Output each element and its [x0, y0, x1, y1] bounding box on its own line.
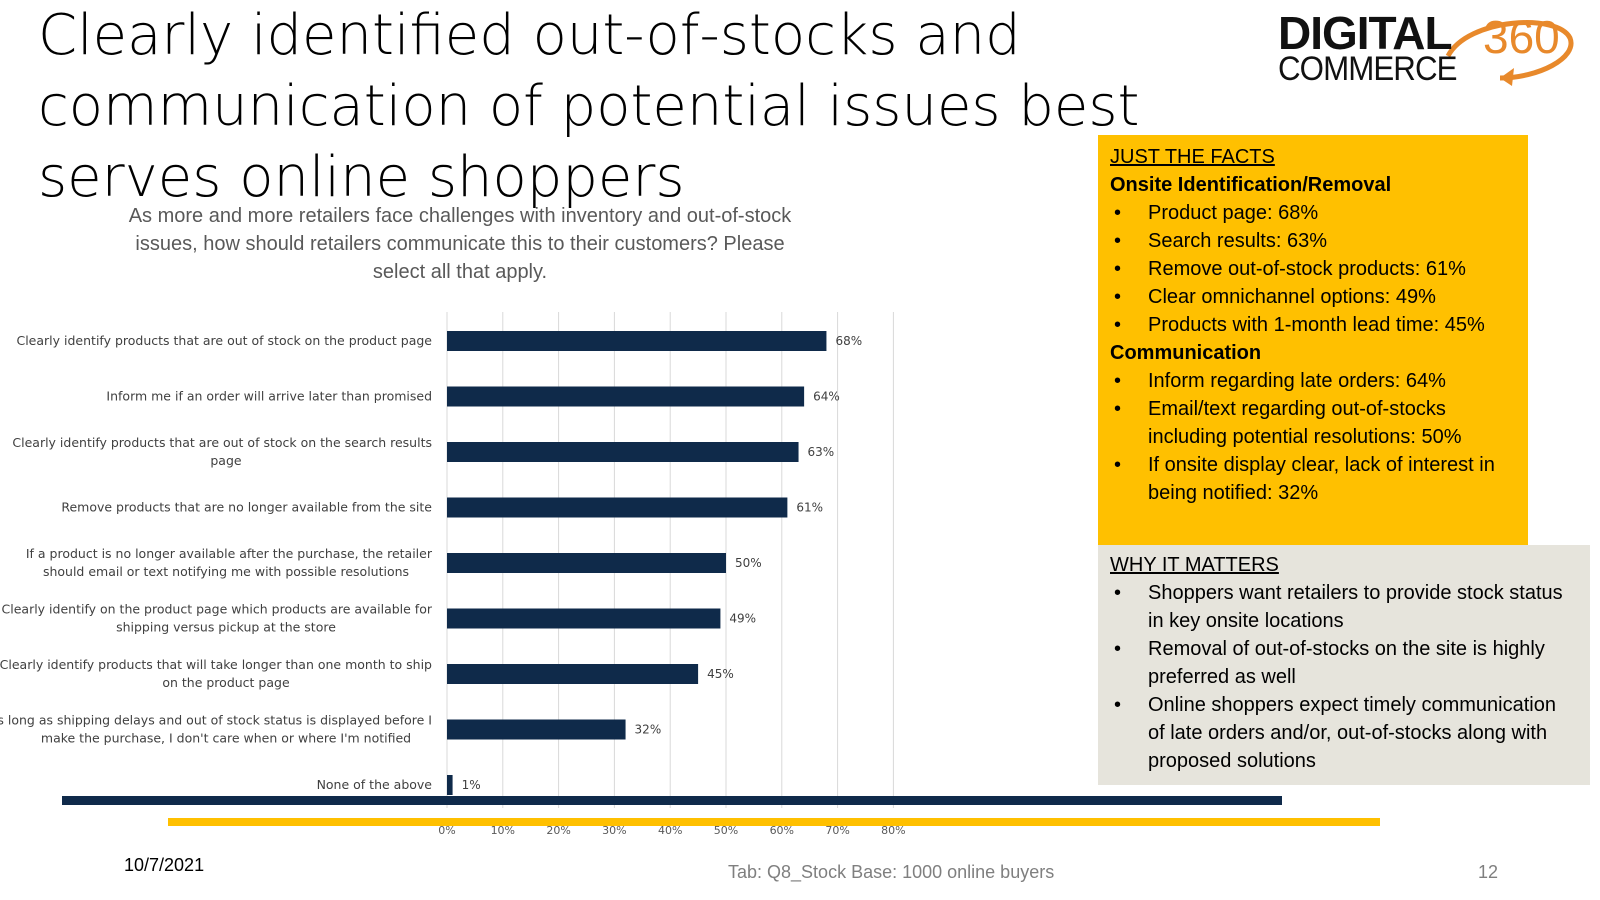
bar-value-label: 63%: [808, 445, 835, 459]
category-label: Clearly identify products that are out o…: [12, 435, 432, 450]
bar-value-label: 32%: [635, 723, 662, 737]
baseline-band: [62, 796, 1282, 805]
bar-value-label: 64%: [813, 390, 840, 404]
x-tick-label: 60%: [770, 824, 794, 837]
why-item: Removal of out-of-stocks on the site is …: [1110, 635, 1578, 691]
x-tick-label: 80%: [881, 824, 905, 837]
category-label: Clearly identify products that are out o…: [16, 333, 432, 348]
facts-section-onsite-title: Onsite Identification/Removal: [1110, 174, 1392, 196]
why-heading: WHY IT MATTERS: [1110, 554, 1279, 576]
title-line-1: Clearly identified out-of-stocks and: [38, 3, 1021, 68]
category-label: on the product page: [162, 675, 290, 690]
why-list: Shoppers want retailers to provide stock…: [1110, 579, 1578, 775]
question-line-3: select all that apply.: [372, 261, 548, 283]
bar: [447, 442, 799, 462]
x-tick-label: 50%: [714, 824, 738, 837]
category-label: make the purchase, I don't care when or …: [41, 731, 411, 746]
category-label: Inform me if an order will arrive later …: [106, 389, 432, 404]
bar: [447, 497, 788, 518]
bar-chart: 0% 10% 20% 30% 40% 50% 60% 70% 80% 68% Clearly ide…: [0, 312, 1380, 837]
facts-communication-item: Email/text regarding out-of-stocks inclu…: [1110, 395, 1516, 451]
bar-value-label: 61%: [796, 501, 823, 515]
x-tick-label: 0%: [438, 824, 455, 837]
facts-communication-list: Inform regarding late orders: 64% Email/…: [1110, 367, 1516, 507]
bar: [447, 664, 699, 684]
bar-value-label: 1%: [462, 778, 481, 792]
facts-communication-item: If onsite display clear, lack of interes…: [1110, 451, 1516, 507]
logo-text-360: 360: [1483, 11, 1560, 63]
x-tick-label: 30%: [602, 824, 626, 837]
category-label: Clearly identify products that will take…: [0, 657, 432, 672]
facts-onsite-item: Search results: 63%: [1110, 227, 1516, 255]
x-tick-label: 10%: [491, 824, 515, 837]
category-label: None of the above: [317, 777, 433, 792]
title-line-3: serves online shoppers: [38, 145, 685, 210]
category-label: As long as shipping delays and out of st…: [0, 713, 432, 728]
category-label: shipping versus pickup at the store: [116, 620, 336, 635]
logo-swoosh-icon: [1445, 20, 1574, 86]
category-label: Remove products that are no longer avail…: [61, 500, 432, 515]
category-label: page: [210, 453, 242, 468]
facts-onsite-item: Products with 1-month lead time: 45%: [1110, 311, 1516, 339]
title-line-2: communication of potential issues best: [38, 74, 1140, 139]
slide-date: 10/7/2021: [124, 855, 205, 875]
facts-onsite-list: Product page: 68% Search results: 63% Re…: [1110, 199, 1516, 339]
bar: [447, 553, 726, 573]
facts-onsite-item: Remove out-of-stock products: 61%: [1110, 255, 1516, 283]
bar-value-label: 45%: [707, 667, 734, 681]
bar-value-label: 50%: [735, 556, 762, 570]
bar: [447, 775, 453, 795]
question-line-1: As more and more retailers face challeng…: [128, 205, 792, 227]
bar: [447, 331, 827, 351]
question-line-2: issues, how should retailers communicate…: [135, 233, 785, 255]
logo-text-commerce: COMMERCE: [1278, 50, 1458, 88]
slide-title: Clearly identified out-of-stocks and com…: [38, 0, 1140, 213]
category-label: If a product is no longer available afte…: [26, 546, 433, 561]
facts-communication-item: Inform regarding late orders: 64%: [1110, 367, 1516, 395]
why-item: Shoppers want retailers to provide stock…: [1110, 579, 1578, 635]
bar: [447, 719, 626, 740]
category-label: Clearly identify on the product page whi…: [2, 602, 433, 617]
facts-onsite-item: Product page: 68%: [1110, 199, 1516, 227]
slide-source-note: Tab: Q8_Stock Base: 1000 online buyers: [728, 862, 1055, 882]
digital-commerce-360-logo: DIGITAL COMMERCE 360: [1278, 8, 1578, 88]
bar-value-label: 68%: [835, 334, 862, 348]
chart-question: As more and more retailers face challeng…: [90, 202, 830, 286]
just-the-facts-box: JUST THE FACTS Onsite Identification/Rem…: [1098, 135, 1528, 545]
why-item: Online shoppers expect timely communicat…: [1110, 691, 1578, 775]
bar: [447, 386, 805, 407]
x-tick-label: 40%: [658, 824, 682, 837]
slide-page-number: 12: [1478, 862, 1499, 882]
why-it-matters-box: WHY IT MATTERS Shoppers want retailers t…: [1098, 545, 1590, 785]
facts-heading: JUST THE FACTS: [1110, 146, 1275, 168]
facts-onsite-item: Clear omnichannel options: 49%: [1110, 283, 1516, 311]
bar-value-label: 49%: [729, 612, 756, 626]
bar: [447, 608, 721, 629]
x-tick-label: 70%: [825, 824, 849, 837]
logo-text-digital: DIGITAL: [1278, 7, 1453, 59]
accent-band: [168, 818, 1380, 826]
category-label: should email or text notifying me with p…: [43, 564, 409, 579]
x-tick-label: 20%: [546, 824, 570, 837]
facts-section-communication-title: Communication: [1110, 342, 1262, 364]
